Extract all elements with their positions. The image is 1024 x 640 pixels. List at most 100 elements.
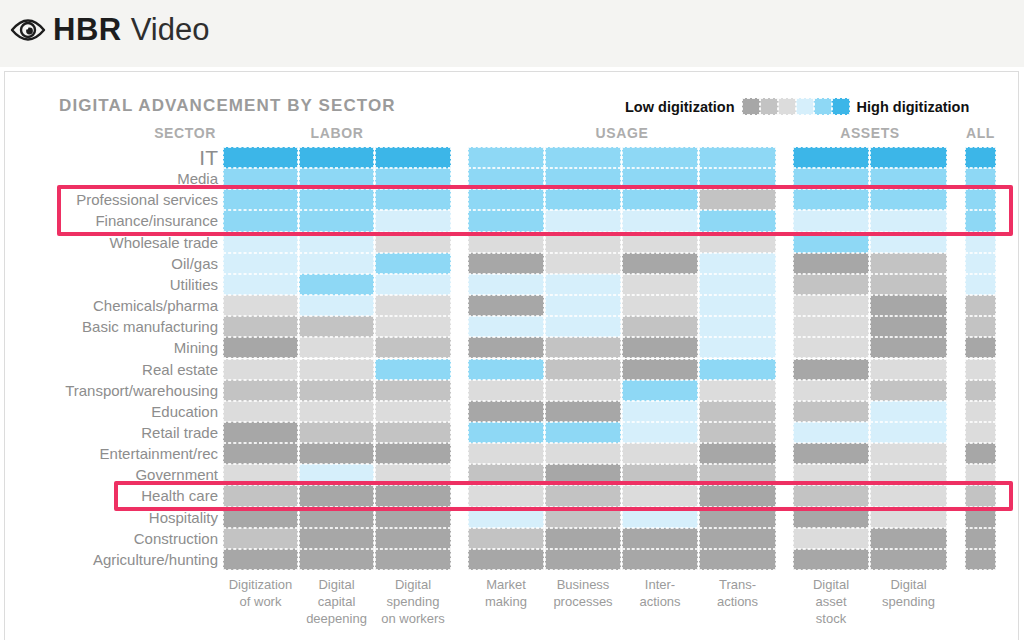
heatmap-cell [468, 253, 544, 274]
group-header-labor: LABOR [311, 125, 364, 141]
heatmap-cell [965, 401, 996, 422]
heatmap-cell [793, 464, 869, 485]
heatmap-cell [699, 189, 776, 210]
heatmap-cell [299, 210, 374, 231]
heatmap-cell [965, 232, 996, 253]
heatmap-cell [699, 295, 776, 316]
heatmap-cell [870, 168, 947, 189]
heatmap-cell [223, 232, 298, 253]
heatmap-cell [223, 528, 298, 549]
heatmap-cell [622, 168, 698, 189]
heatmap-cell [545, 295, 621, 316]
heatmap-cell [965, 485, 996, 506]
heatmap-cell [870, 485, 947, 506]
heatmap-cell [622, 295, 698, 316]
legend-low-label: Low digitization [625, 99, 735, 115]
heatmap-cell [545, 274, 621, 295]
heatmap-cell [622, 253, 698, 274]
column-label: Digitizationof work [229, 577, 293, 611]
heatmap-cell [699, 507, 776, 528]
heatmap-cell [870, 232, 947, 253]
heatmap-cell [299, 422, 374, 443]
heatmap-cell [870, 337, 947, 358]
heatmap-cell [299, 464, 374, 485]
heatmap-cell [299, 147, 374, 168]
sector-label-basic-manufacturing: Basic manufacturing [20, 316, 218, 337]
digitization-legend: Low digitization High digitization [625, 98, 969, 115]
legend-swatch-level-2 [760, 98, 778, 115]
heatmap-cell [622, 337, 698, 358]
heatmap-cell [299, 274, 374, 295]
heatmap-cell [299, 401, 374, 422]
heatmap-cell [545, 549, 621, 570]
heatmap-cell [870, 316, 947, 337]
sector-label-retail-trade: Retail trade [20, 422, 218, 443]
sector-label-transport-warehousing: Transport/warehousing [20, 380, 218, 401]
sector-label-chemicals-pharma: Chemicals/pharma [20, 295, 218, 316]
heatmap-cell [622, 316, 698, 337]
legend-swatch-level-4 [796, 98, 814, 115]
heatmap-cell [299, 380, 374, 401]
heatmap-cell [965, 337, 996, 358]
heatmap-cell [545, 528, 621, 549]
heatmap-cell [223, 422, 298, 443]
heatmap-cell [223, 337, 298, 358]
heatmap-cell [468, 168, 544, 189]
heatmap-cell [468, 274, 544, 295]
heatmap-cell [793, 380, 869, 401]
heatmap-cell [299, 337, 374, 358]
heatmap-cell [468, 485, 544, 506]
heatmap-cell [965, 464, 996, 485]
heatmap-cell [965, 189, 996, 210]
legend-high-label: High digitization [857, 99, 970, 115]
hbr-video-logo[interactable]: HBR Video [10, 12, 209, 48]
heatmap-cell [699, 359, 776, 380]
heatmap-cell [299, 168, 374, 189]
heatmap-cell [299, 189, 374, 210]
heatmap-cell [223, 274, 298, 295]
legend-swatch-level-5 [814, 98, 832, 115]
heatmap-cell [299, 528, 374, 549]
sector-label-professional-services: Professional services [20, 189, 218, 210]
heatmap-cell [965, 359, 996, 380]
heatmap-cell [870, 380, 947, 401]
legend-swatch-level-1 [742, 98, 760, 115]
heatmap-cell [299, 359, 374, 380]
heatmap-cell [870, 422, 947, 443]
heatmap-cell [299, 485, 374, 506]
heatmap-cell [965, 316, 996, 337]
heatmap-cell [223, 189, 298, 210]
heatmap-cell [793, 337, 869, 358]
heatmap-cell [223, 380, 298, 401]
heatmap-cell [622, 443, 698, 464]
heatmap-cell [545, 401, 621, 422]
heatmap-cell [965, 295, 996, 316]
sector-label-utilities: Utilities [20, 274, 218, 295]
heatmap-cell [545, 380, 621, 401]
heatmap-cell [622, 232, 698, 253]
heatmap-cell [223, 147, 298, 168]
heatmap-cell [545, 232, 621, 253]
heatmap-cell [468, 232, 544, 253]
heatmap-cell [468, 507, 544, 528]
heatmap-cell [299, 232, 374, 253]
group-header-all: ALL [966, 125, 995, 141]
heatmap-cell [870, 274, 947, 295]
heatmap-cell [375, 422, 451, 443]
heatmap-cell [699, 337, 776, 358]
heatmap-cell [299, 316, 374, 337]
column-label: Inter-actions [639, 577, 680, 611]
sector-label-government: Government [20, 464, 218, 485]
heatmap-cell [375, 168, 451, 189]
heatmap-cell [375, 528, 451, 549]
heatmap-cell [375, 380, 451, 401]
heatmap-cell [468, 401, 544, 422]
heatmap-cell [223, 210, 298, 231]
brand-hbr: HBR [53, 12, 122, 48]
heatmap-cell [375, 549, 451, 570]
sector-label-finance-insurance: Finance/insurance [20, 210, 218, 231]
heatmap-cell [622, 485, 698, 506]
legend-swatch-level-3 [778, 98, 796, 115]
heatmap-cell [375, 147, 451, 168]
heatmap-cell [870, 507, 947, 528]
